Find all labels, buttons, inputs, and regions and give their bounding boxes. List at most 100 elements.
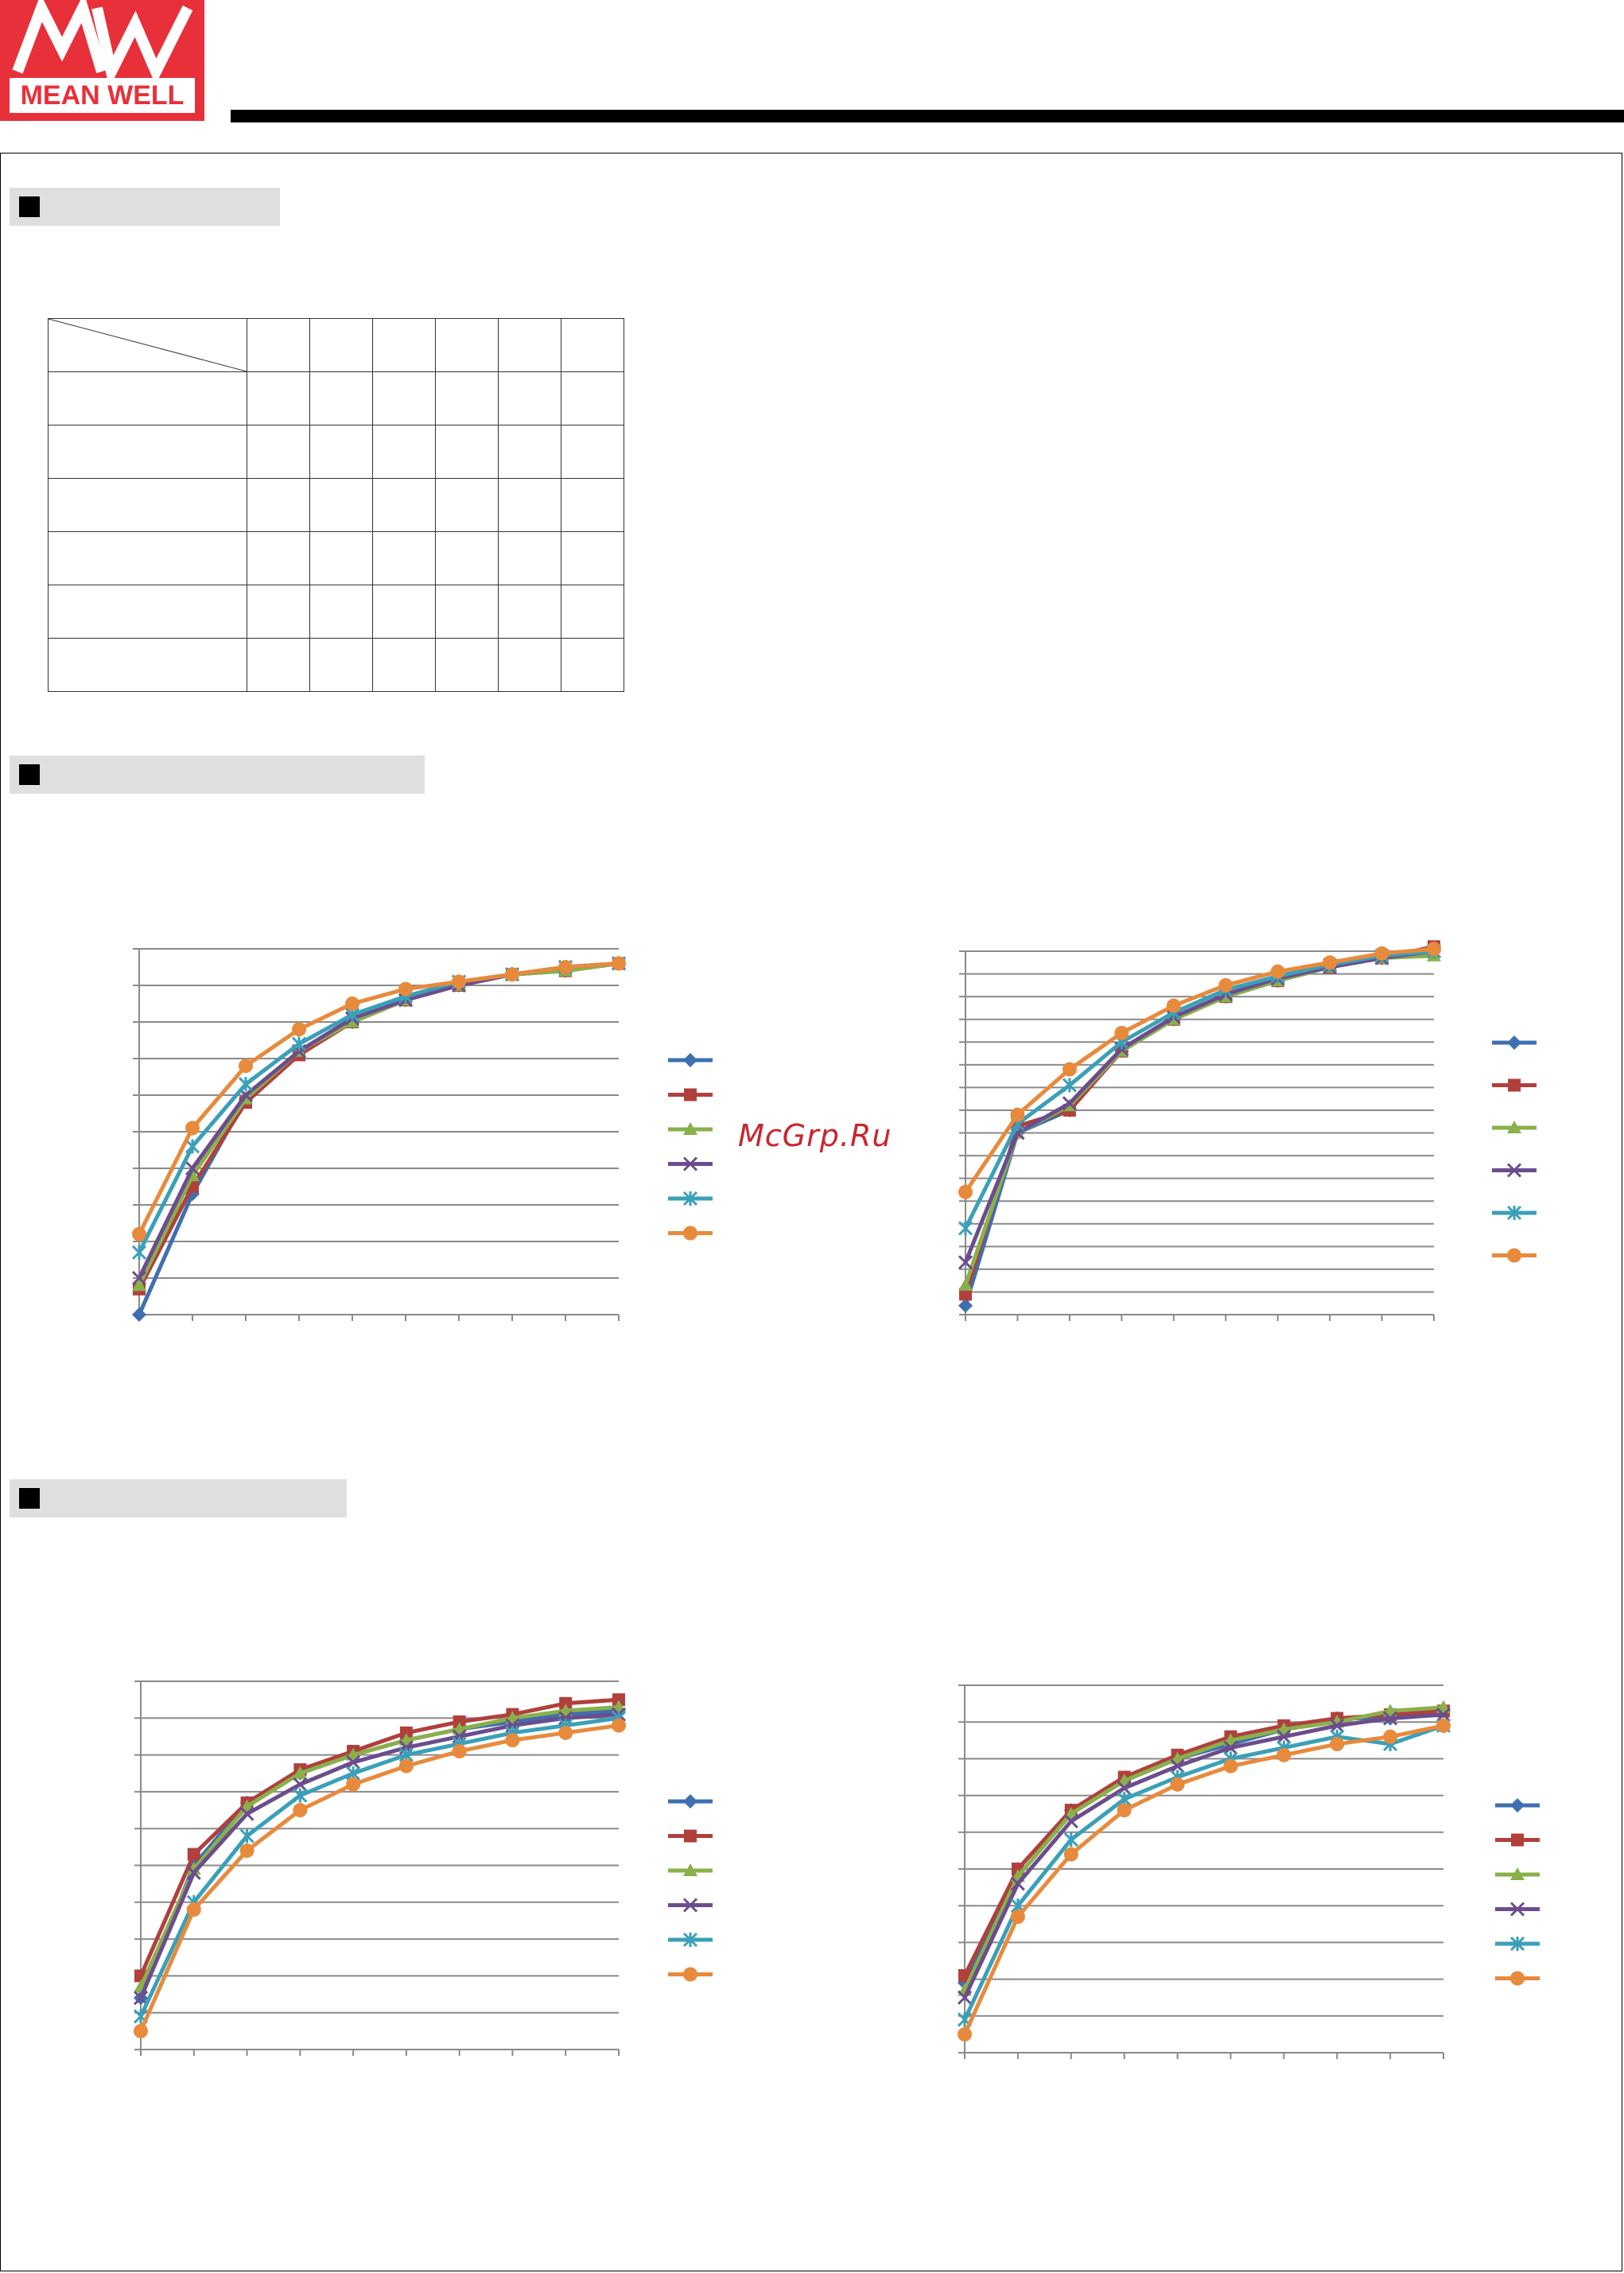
section-bullet-icon (19, 764, 40, 785)
legend-marker-icon (682, 1932, 698, 1948)
table-cell (561, 531, 624, 585)
data-point (1117, 1781, 1132, 1796)
series-6 (958, 942, 1441, 1199)
table-cell (309, 585, 373, 639)
table-cell (435, 318, 499, 372)
table-cell (498, 638, 561, 692)
legend-item (1492, 1121, 1537, 1133)
data-point (398, 981, 413, 997)
data-point (346, 1777, 361, 1792)
series-line (138, 1723, 620, 2032)
data-point (132, 1278, 146, 1292)
data-point (958, 1255, 973, 1270)
section-header-3 (10, 1479, 347, 1517)
mw-mark-icon (12, 0, 193, 78)
legend-marker-icon (684, 1829, 697, 1843)
legend-marker-icon (1506, 1205, 1522, 1221)
legend-item (1495, 1798, 1540, 1813)
table-cell (48, 531, 247, 585)
table-cell (309, 638, 373, 692)
legend-marker-icon (684, 1088, 697, 1102)
series-line (138, 1704, 620, 1988)
data-point (1062, 1062, 1077, 1077)
legend-item (1492, 1035, 1537, 1050)
table-cell (498, 371, 561, 425)
series-4 (957, 1707, 1451, 2005)
content-frame (0, 153, 1622, 2271)
section-bullet-icon (19, 196, 40, 217)
data-point (1062, 1078, 1077, 1093)
data-point (292, 1022, 306, 1037)
data-point (1383, 1711, 1398, 1726)
data-point (185, 1160, 200, 1176)
data-point (1063, 1813, 1078, 1829)
table-cell (561, 425, 624, 479)
table-cell (435, 371, 499, 425)
series-line (963, 946, 1435, 1194)
series-line (962, 1723, 1444, 2021)
section-header-1 (10, 188, 280, 226)
legend-marker-icon (1509, 1902, 1525, 1917)
data-point (239, 1059, 253, 1074)
table-cell (309, 478, 373, 532)
data-point (1062, 1096, 1077, 1111)
series-line (963, 949, 1435, 1264)
data-point (133, 1991, 149, 2006)
series-line (962, 1723, 1444, 2035)
legend-item (1492, 1248, 1537, 1263)
data-point (131, 1270, 147, 1286)
legend-marker-icon (682, 1191, 698, 1206)
legend-marker-icon (1506, 1163, 1522, 1178)
legend-marker-icon (682, 1156, 698, 1171)
data-point (958, 2026, 972, 2042)
data-point (1010, 1910, 1025, 1925)
data-point (345, 997, 359, 1011)
table-cell (435, 531, 499, 585)
legend-item (668, 1829, 713, 1843)
series-line (962, 1712, 1444, 1999)
data-point (293, 1766, 308, 1779)
data-point (957, 1990, 973, 2005)
table-cell (561, 638, 624, 692)
data-point (134, 2023, 148, 2038)
data-point (1383, 1729, 1398, 1744)
series-line (138, 1712, 620, 1999)
series-line (138, 1715, 620, 2018)
data-point (1374, 946, 1389, 961)
data-point (1010, 1876, 1025, 1891)
data-point (958, 1968, 971, 1982)
legend-item (668, 1156, 713, 1171)
series-6 (132, 956, 626, 1241)
table-cell (498, 585, 561, 639)
table-row (48, 425, 624, 479)
data-point (293, 1788, 308, 1803)
data-point (1223, 1758, 1238, 1774)
series-line (138, 1697, 620, 1977)
header-rule (231, 110, 1624, 122)
data-point (132, 1307, 146, 1322)
legend-item (668, 1967, 713, 1982)
data-point (1170, 1777, 1185, 1792)
data-point (1114, 1025, 1129, 1040)
table-row (48, 585, 624, 639)
legend-marker-icon (683, 1122, 697, 1135)
series-6 (958, 1718, 1451, 2042)
legend-marker-icon (1507, 1248, 1521, 1263)
data-point (186, 1865, 201, 1880)
legend-item (1495, 1936, 1540, 1952)
legend-item (668, 1226, 713, 1241)
table-row (48, 638, 624, 692)
table-cell (247, 425, 310, 479)
data-point (399, 1726, 413, 1739)
series-line (963, 949, 1435, 1230)
data-point (1063, 1832, 1078, 1848)
logo-text: MEAN WELL (20, 80, 185, 111)
series-6 (134, 1718, 626, 2038)
table-corner-cell (48, 318, 247, 372)
data-point (958, 1298, 973, 1313)
data-point (132, 1226, 146, 1241)
series-line (137, 961, 620, 1235)
data-point (1330, 1718, 1345, 1733)
